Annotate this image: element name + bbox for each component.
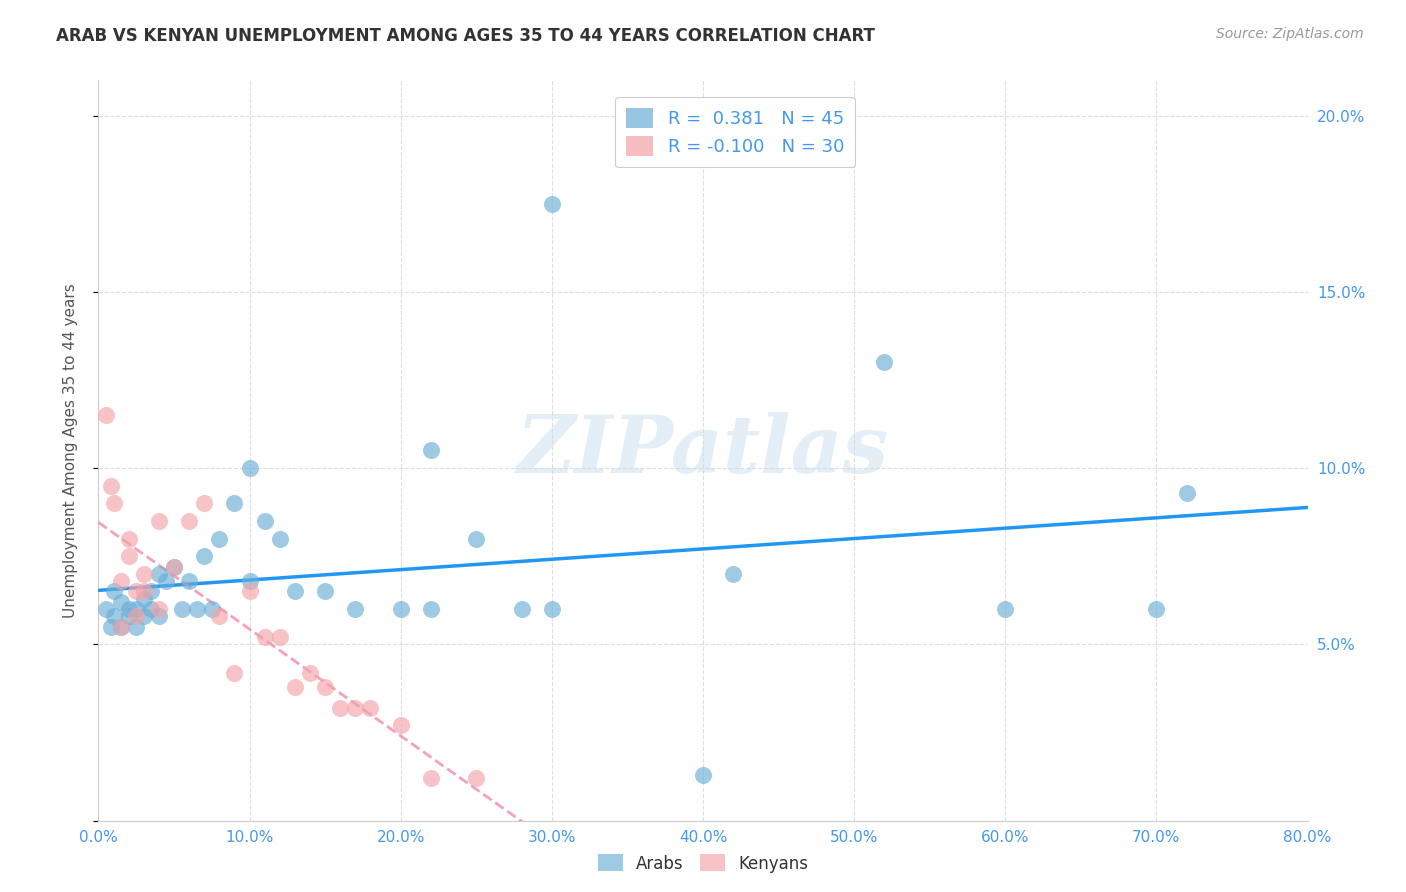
Point [148,514,170,528]
Point [329,701,352,715]
Point [148,602,170,616]
Legend: Arabs, Kenyans: Arabs, Kenyans [591,847,815,880]
Point [420,443,443,458]
Point [239,584,262,599]
Point [314,680,336,694]
Point [141,584,163,599]
Point [110,620,132,634]
Point [170,602,193,616]
Point [873,355,896,369]
Point [193,496,215,510]
Point [132,609,155,624]
Point [239,461,262,475]
Point [389,718,412,732]
Point [723,566,745,581]
Point [314,584,336,599]
Point [269,630,291,644]
Point [125,584,148,599]
Point [132,591,155,606]
Point [344,701,367,715]
Point [994,602,1017,616]
Point [360,701,382,715]
Point [208,609,231,624]
Point [125,609,148,624]
Point [201,602,224,616]
Point [148,609,170,624]
Point [110,620,132,634]
Point [125,620,148,634]
Point [94,408,117,422]
Point [239,574,262,588]
Point [103,609,125,624]
Point [692,768,714,782]
Point [465,772,488,786]
Point [540,196,562,211]
Point [420,772,443,786]
Point [103,496,125,510]
Point [132,584,155,599]
Point [1144,602,1167,616]
Point [94,602,117,616]
Point [186,602,208,616]
Point [103,584,125,599]
Point [125,602,148,616]
Point [284,584,307,599]
Point [110,574,132,588]
Point [118,549,141,564]
Point [540,602,562,616]
Point [224,665,246,680]
Point [253,514,276,528]
Point [389,602,412,616]
Text: ZIPatlas: ZIPatlas [517,412,889,489]
Point [179,514,201,528]
Point [100,479,122,493]
Point [141,602,163,616]
Point [224,496,246,510]
Point [269,532,291,546]
Point [179,574,201,588]
Point [420,602,443,616]
Point [253,630,276,644]
Point [163,559,186,574]
Point [1175,485,1198,500]
Legend: R =  0.381   N = 45, R = -0.100   N = 30: R = 0.381 N = 45, R = -0.100 N = 30 [616,96,855,168]
Point [155,574,177,588]
Point [344,602,367,616]
Point [299,665,322,680]
Point [100,620,122,634]
Point [148,566,170,581]
Point [284,680,307,694]
Y-axis label: Unemployment Among Ages 35 to 44 years: Unemployment Among Ages 35 to 44 years [63,283,77,618]
Point [118,532,141,546]
Point [118,602,141,616]
Text: ARAB VS KENYAN UNEMPLOYMENT AMONG AGES 35 TO 44 YEARS CORRELATION CHART: ARAB VS KENYAN UNEMPLOYMENT AMONG AGES 3… [56,27,875,45]
Text: Source: ZipAtlas.com: Source: ZipAtlas.com [1216,27,1364,41]
Point [163,559,186,574]
Point [208,532,231,546]
Point [110,595,132,609]
Point [132,566,155,581]
Point [510,602,533,616]
Point [118,609,141,624]
Point [465,532,488,546]
Point [193,549,215,564]
